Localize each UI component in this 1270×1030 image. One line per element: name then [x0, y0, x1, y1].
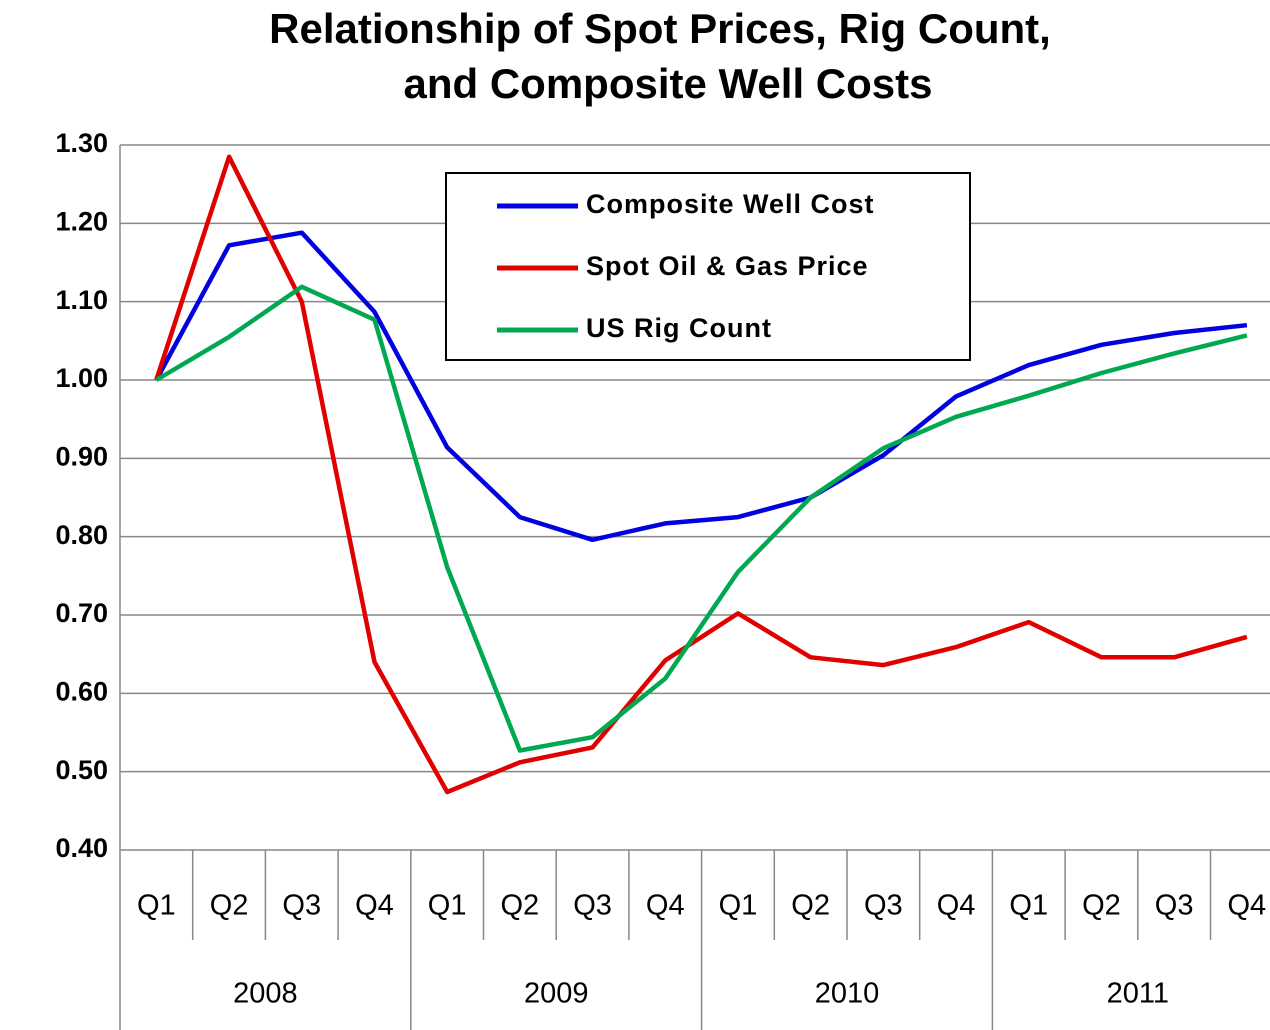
x-tick-label: Q2 [791, 890, 830, 922]
x-group-label: 2008 [233, 978, 298, 1010]
legend-label: US Rig Count [586, 313, 772, 343]
x-tick-label: Q4 [355, 890, 394, 922]
y-tick-label: 1.30 [55, 128, 108, 158]
x-tick-label: Q1 [428, 890, 467, 922]
x-tick-label: Q3 [573, 890, 612, 922]
line-series [154, 154, 1248, 795]
x-tick-label: Q2 [501, 890, 540, 922]
x-tick-label: Q4 [1228, 890, 1267, 922]
x-tick-label: Q3 [864, 890, 903, 922]
x-group-label: 2011 [1107, 978, 1169, 1010]
x-tick-label: Q4 [937, 890, 976, 922]
x-tick-label: Q1 [137, 890, 176, 922]
x-tick-label: Q2 [1082, 890, 1121, 922]
x-tick-label: Q1 [1009, 890, 1048, 922]
x-tick-label: Q2 [210, 890, 249, 922]
legend-label: Spot Oil & Gas Price [586, 251, 869, 281]
x-tick-label: Q3 [1155, 890, 1194, 922]
legend-label: Composite Well Cost [586, 189, 875, 219]
y-tick-label: 0.60 [55, 676, 108, 706]
line-series [155, 284, 1248, 753]
x-group-label: 2010 [815, 978, 880, 1010]
y-tick-label: 0.50 [55, 755, 108, 785]
chart-title: and Composite Well Costs [404, 60, 933, 107]
x-tick-label: Q3 [282, 890, 321, 922]
y-tick-label: 0.40 [55, 833, 108, 863]
x-tick-label: Q1 [719, 890, 758, 922]
x-tick-label: Q4 [646, 890, 685, 922]
line-series [154, 230, 1248, 543]
y-tick-label: 0.70 [55, 598, 108, 628]
y-tick-label: 0.90 [55, 441, 108, 471]
y-tick-label: 0.80 [55, 520, 108, 550]
x-group-label: 2009 [524, 978, 589, 1010]
y-tick-label: 1.20 [55, 206, 108, 236]
y-tick-label: 1.10 [55, 285, 108, 315]
chart-title: Relationship of Spot Prices, Rig Count, [269, 5, 1051, 52]
y-tick-label: 1.00 [55, 363, 108, 393]
